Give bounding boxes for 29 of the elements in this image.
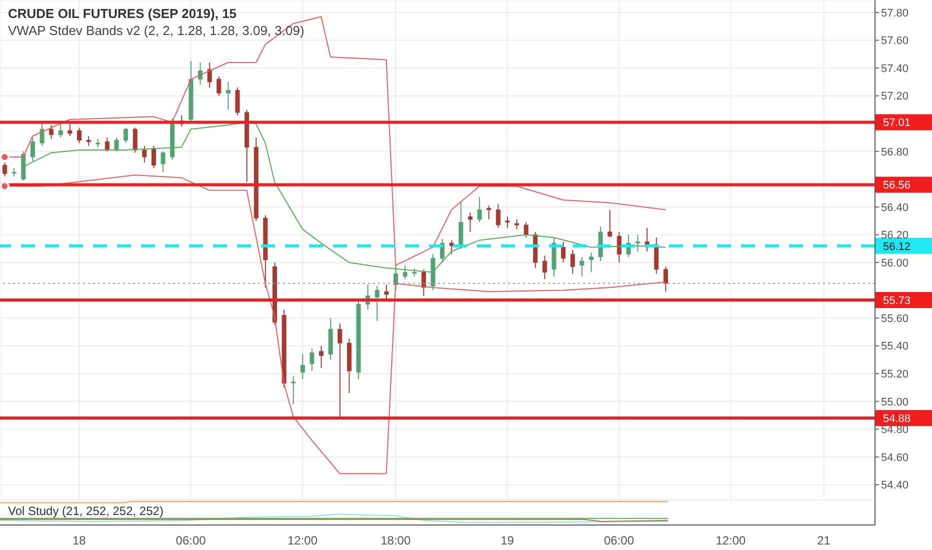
- ref-line-label: 57.01: [883, 117, 911, 130]
- ref-line-label: 56.12: [883, 240, 911, 253]
- x-tick-label: 06:00: [604, 534, 634, 548]
- y-tick-label: 57.60: [881, 35, 909, 48]
- y-tick-label: 54.80: [881, 424, 909, 436]
- x-tick-label: 19: [500, 534, 514, 548]
- x-tick-label: 18:00: [380, 534, 411, 548]
- y-tick-label: 56.00: [881, 257, 909, 270]
- y-tick-label: 55.00: [881, 396, 909, 408]
- y-tick-label: 56.80: [881, 146, 909, 158]
- ref-line-label: 54.88: [883, 413, 911, 426]
- text: CRUDE OIL FUTURES (SEP 2019), 15: [8, 6, 237, 21]
- y-tick-label: 55.20: [881, 368, 909, 381]
- x-tick-label: 06:00: [176, 534, 206, 548]
- y-tick-label: 57.80: [881, 7, 909, 20]
- y-tick-label: 55.40: [881, 340, 909, 353]
- y-tick-label: 55.60: [881, 312, 909, 325]
- y-tick-label: 57.20: [881, 90, 909, 103]
- x-tick-label: 18: [72, 534, 86, 548]
- y-tick-label: 56.40: [881, 202, 909, 214]
- ref-line-label: 56.56: [883, 180, 911, 192]
- x-tick-label: 21: [817, 534, 831, 548]
- y-tick-label: 54.40: [881, 480, 909, 492]
- x-tick-label: 12:00: [716, 534, 746, 548]
- y-tick-label: 57.40: [881, 62, 909, 75]
- ref-line-label: 55.73: [883, 295, 911, 307]
- x-tick-label: 12:00: [288, 534, 318, 548]
- y-tick-label: 54.60: [881, 452, 909, 464]
- chart-title: Vol Study (21, 252, 252, 252): [8, 504, 164, 518]
